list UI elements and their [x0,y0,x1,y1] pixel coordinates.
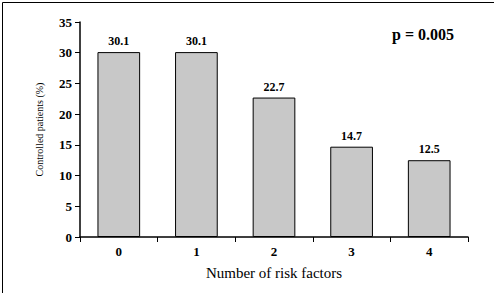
svg-text:30: 30 [59,45,72,60]
svg-text:10: 10 [59,168,72,183]
svg-text:Controlled patients (%): Controlled patients (%) [34,83,46,177]
svg-text:22.7: 22.7 [264,80,285,94]
svg-text:20: 20 [59,107,72,122]
svg-text:1: 1 [193,244,200,259]
svg-text:35: 35 [59,15,73,30]
svg-text:14.7: 14.7 [341,129,362,143]
svg-text:25: 25 [59,76,73,91]
svg-text:30.1: 30.1 [186,34,207,48]
svg-text:0: 0 [66,230,73,245]
svg-text:15: 15 [59,137,73,152]
svg-text:3: 3 [348,244,355,259]
svg-text:p = 0.005: p = 0.005 [392,26,454,44]
svg-text:12.5: 12.5 [419,142,440,156]
svg-text:4: 4 [426,244,433,259]
svg-text:Number of risk factors: Number of risk factors [206,265,342,281]
svg-text:0: 0 [116,244,123,259]
svg-text:5: 5 [66,199,73,214]
svg-text:2: 2 [271,244,278,259]
svg-text:30.1: 30.1 [108,34,129,48]
